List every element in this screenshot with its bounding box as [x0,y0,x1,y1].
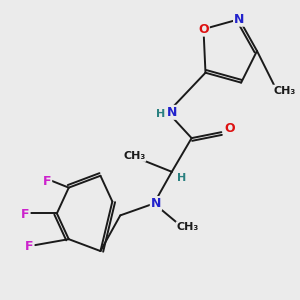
Text: H: H [177,173,186,183]
Text: F: F [21,208,29,221]
Text: O: O [224,122,235,135]
Text: CH₃: CH₃ [176,222,199,232]
Text: H: H [156,109,166,119]
Text: F: F [25,240,33,253]
Text: N: N [151,197,161,210]
Text: CH₃: CH₃ [274,85,296,96]
Text: O: O [198,22,209,36]
Text: CH₃: CH₃ [123,151,145,161]
Text: N: N [167,106,177,119]
Text: N: N [234,13,244,26]
Text: F: F [43,175,51,188]
